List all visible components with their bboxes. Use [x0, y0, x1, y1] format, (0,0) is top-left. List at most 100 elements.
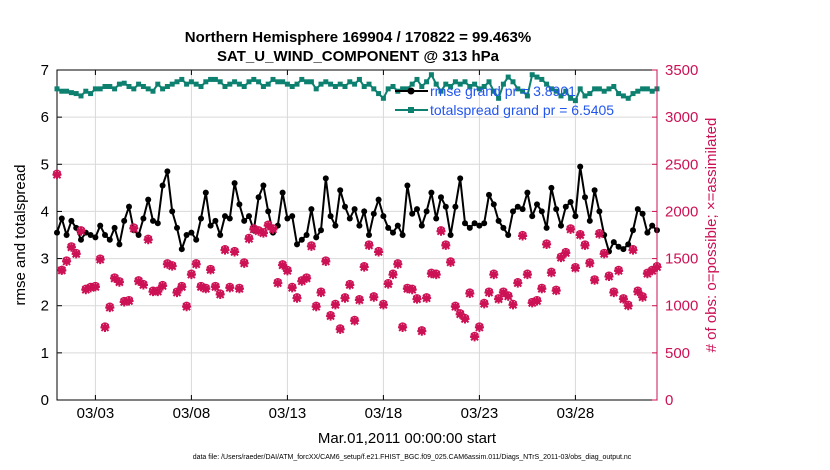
y-left-axis-label: rmse and totalspread: [12, 165, 29, 306]
nobs_assimilated-point: [618, 294, 628, 304]
nobs_assimilated-point: [81, 285, 91, 295]
rmse-point: [140, 215, 147, 222]
totalspread-point: [169, 81, 175, 87]
rmse-point: [222, 213, 228, 220]
legend-rmse-label: rmse grand pr = 3.8901: [430, 83, 576, 99]
y-left-tick-label: 6: [41, 109, 49, 126]
y-left-tick-label: 3: [41, 251, 49, 268]
totalspread-point: [380, 95, 386, 101]
x-axis-ticks: 03/03 03/08 03/13 03/18 03/23 03/28: [77, 70, 594, 422]
rmse-point: [418, 222, 425, 229]
rmse-point: [615, 243, 622, 250]
totalspread-point: [467, 84, 473, 89]
totalspread-point: [64, 88, 70, 94]
totalspread-point: [59, 88, 65, 94]
nobs_assimilated-point: [167, 261, 177, 271]
nobs_assimilated-point: [484, 287, 494, 298]
totalspread-point: [145, 86, 151, 92]
totalspread-point: [236, 81, 242, 87]
nobs_assimilated-point: [638, 292, 648, 302]
rmse-point: [150, 217, 156, 224]
rmse-point: [620, 246, 627, 253]
legend: rmse grand pr = 3.8901 totalspread grand…: [395, 83, 614, 118]
rmse-point: [476, 222, 483, 229]
rmse-point: [226, 215, 233, 222]
nobs_assimilated-point: [177, 282, 187, 292]
totalspread-point: [448, 84, 454, 89]
totalspread-point: [126, 84, 132, 89]
rmse-point: [625, 241, 632, 248]
totalspread-point: [515, 86, 521, 92]
totalspread-point: [97, 86, 103, 92]
nobs_assimilated-point: [76, 226, 86, 236]
rmse-point: [236, 201, 243, 208]
rmse-point: [366, 232, 372, 238]
nobs_assimilated-point: [287, 283, 297, 293]
nobs_assimilated-point: [340, 293, 350, 303]
totalspread-point: [611, 84, 617, 89]
rmse-point: [428, 189, 435, 196]
nobs_assimilated-point: [590, 275, 600, 285]
x-axis-label: Mar.01,2011 00:00:00 start: [318, 430, 497, 447]
nobs_assimilated-point: [570, 263, 580, 273]
x-tick-label: 03/03: [77, 405, 115, 422]
nobs_assimilated-point: [201, 284, 211, 294]
rmse-point: [466, 224, 473, 231]
totalspread-point: [424, 79, 430, 85]
totalspread-point: [83, 88, 89, 94]
rmse-point: [265, 208, 272, 215]
totalspread-point: [630, 91, 636, 97]
nobs_assimilated-point: [230, 247, 240, 257]
rmse-point: [572, 213, 579, 220]
rmse-point: [298, 236, 305, 243]
rmse-point: [586, 217, 593, 224]
series-nobs_possible: [52, 169, 662, 340]
totalspread-point: [625, 95, 631, 101]
rmse-point: [126, 203, 132, 210]
x-tick-label: 03/08: [173, 405, 211, 422]
rmse-point: [582, 194, 588, 201]
rmse-point: [433, 215, 440, 222]
totalspread-point: [160, 86, 166, 92]
totalspread-point: [294, 81, 300, 87]
rmse-point: [178, 246, 185, 253]
rmse-point: [217, 232, 224, 238]
totalspread-point: [419, 84, 425, 89]
nobs_assimilated-point: [422, 293, 432, 303]
totalspread-point: [438, 88, 444, 94]
totalspread-point: [136, 81, 142, 87]
nobs_assimilated-point: [62, 256, 72, 266]
totalspread-point: [304, 79, 310, 85]
x-tick-label: 03/18: [365, 405, 403, 422]
nobs_assimilated-point: [556, 253, 566, 263]
totalspread-point: [193, 81, 199, 87]
totalspread-point: [280, 79, 286, 85]
totalspread-point: [649, 88, 655, 94]
nobs_assimilated-point: [282, 266, 292, 276]
totalspread-point: [284, 81, 290, 87]
rmse-point: [246, 213, 252, 220]
data-series: [52, 72, 662, 342]
series-rmse: [54, 163, 660, 255]
nobs_assimilated-point: [186, 270, 196, 280]
nobs_assimilated-point: [614, 266, 624, 276]
nobs_assimilated-point: [311, 302, 321, 312]
nobs_assimilated-point: [398, 322, 408, 332]
rmse-point: [529, 213, 536, 220]
totalspread-point: [544, 81, 550, 87]
nobs_assimilated-point: [196, 282, 206, 292]
rmse-point: [198, 215, 204, 222]
nobs_assimilated-point: [594, 229, 604, 239]
y-left-tick-label: 5: [41, 156, 49, 173]
rmse-point: [313, 234, 320, 241]
totalspread-point: [496, 95, 502, 101]
legend-rmse-marker: [407, 87, 415, 95]
nobs_assimilated-point: [647, 266, 657, 276]
totalspread-point: [78, 93, 84, 99]
totalspread-point: [188, 79, 194, 85]
nobs_assimilated-point: [234, 284, 244, 294]
totalspread-point: [131, 86, 137, 92]
nobs_assimilated-point: [436, 226, 446, 236]
totalspread-point: [568, 95, 574, 101]
rmse-point: [145, 196, 152, 203]
